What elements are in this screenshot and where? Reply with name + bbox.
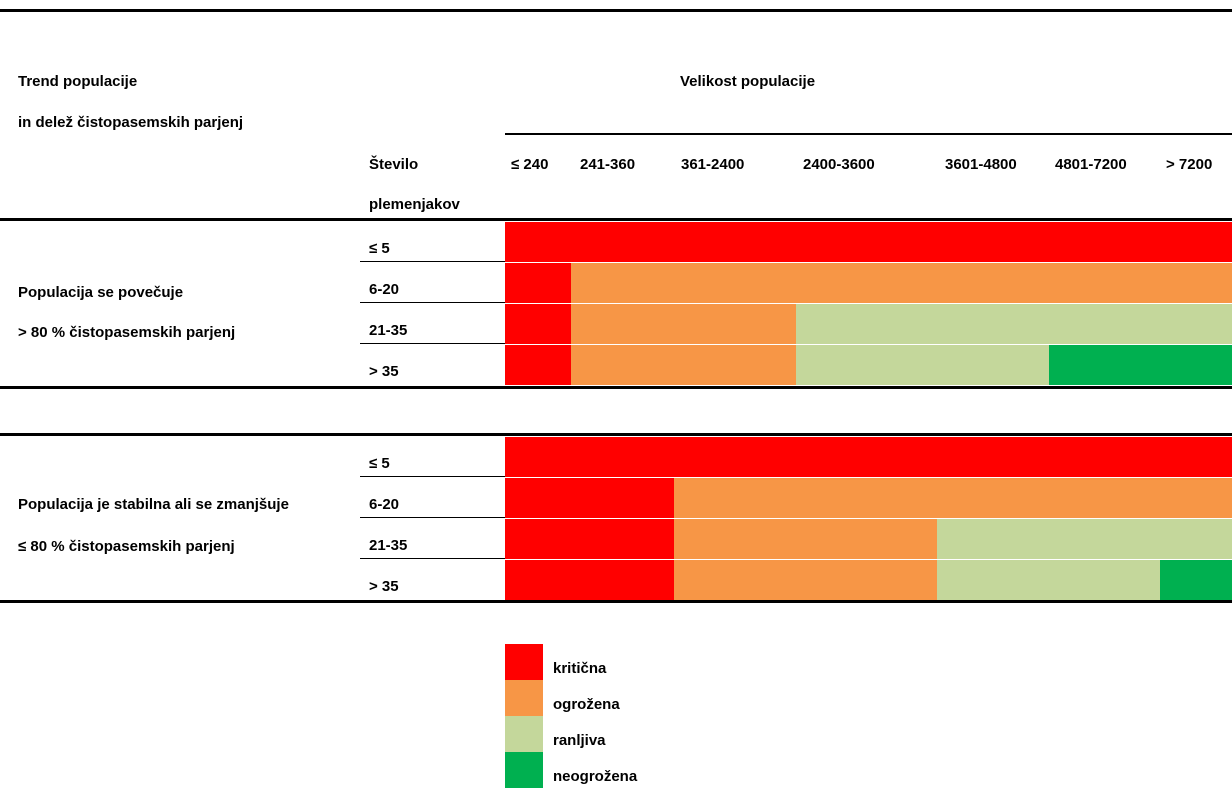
legend-swatch-kriticna xyxy=(505,644,543,680)
top-border xyxy=(0,9,1232,12)
row-divider xyxy=(360,261,505,262)
block2-top-rule xyxy=(0,433,1232,436)
row-divider xyxy=(360,558,505,559)
size-column-header: ≤ 240 xyxy=(511,156,549,173)
size-column-header: 241-360 xyxy=(580,156,636,173)
breeders-label: 6-20 xyxy=(369,281,400,298)
size-header-underline xyxy=(505,133,1232,135)
status-cell-ranljiva xyxy=(796,304,1232,344)
status-cell-kriticna xyxy=(505,519,674,559)
status-cell-kriticna xyxy=(505,345,571,385)
row-divider xyxy=(360,476,505,477)
block2-bottom-rule xyxy=(0,600,1232,603)
breeders-header-line1: Število xyxy=(369,156,419,173)
status-cell-ogrozena xyxy=(571,345,796,385)
breeders-label: 21-35 xyxy=(369,537,408,554)
status-cell-ogrozena xyxy=(674,519,937,559)
size-header: Velikost populacije xyxy=(680,73,816,90)
status-cell-ogrozena xyxy=(571,304,796,344)
status-cell-neogrozena xyxy=(1160,560,1232,600)
status-cell-ranljiva xyxy=(796,345,1049,385)
status-cell-ogrozena xyxy=(571,263,1232,303)
trend-header-line1: Trend populacije xyxy=(18,73,138,90)
breeders-header-line2: plemenjakov xyxy=(369,196,460,213)
legend-swatch-neogrozena xyxy=(505,752,543,788)
breeders-label: > 35 xyxy=(369,578,399,595)
row-divider xyxy=(360,343,505,344)
status-cell-kriticna xyxy=(505,222,1232,262)
block1-bottom-rule xyxy=(0,386,1232,389)
status-cell-kriticna xyxy=(505,263,571,303)
status-cell-kriticna xyxy=(505,560,674,600)
status-cell-ranljiva xyxy=(937,519,1232,559)
size-column-header: > 7200 xyxy=(1166,156,1213,173)
block2-label-line2: ≤ 80 % čistopasemskih parjenj xyxy=(18,538,235,555)
trend-header-line2: in delež čistopasemskih parjenj xyxy=(18,114,244,131)
status-cell-neogrozena xyxy=(1049,345,1232,385)
legend-label: ranljiva xyxy=(553,732,606,749)
legend-label: neogrožena xyxy=(553,768,638,785)
size-column-header: 361-2400 xyxy=(681,156,745,173)
legend-swatch-ranljiva xyxy=(505,716,543,752)
header-bottom-rule xyxy=(0,218,1232,221)
status-cell-kriticna xyxy=(505,437,1232,477)
breeders-label: ≤ 5 xyxy=(369,240,390,257)
status-cell-kriticna xyxy=(505,304,571,344)
status-cell-ogrozena xyxy=(674,478,1232,518)
breeders-label: ≤ 5 xyxy=(369,455,390,472)
legend-label: ogrožena xyxy=(553,696,620,713)
breeders-label: > 35 xyxy=(369,363,399,380)
legend-label: kritična xyxy=(553,660,607,677)
status-cell-ogrozena xyxy=(674,560,937,600)
breeders-label: 21-35 xyxy=(369,322,408,339)
block1-label-line2: > 80 % čistopasemskih parjenj xyxy=(18,324,236,341)
status-cell-kriticna xyxy=(505,478,674,518)
size-column-header: 3601-4800 xyxy=(945,156,1017,173)
row-divider xyxy=(360,517,505,518)
block2-label-line1: Populacija je stabilna ali se zmanjšuje xyxy=(18,496,289,513)
breeders-label: 6-20 xyxy=(369,496,400,513)
size-column-header: 4801-7200 xyxy=(1055,156,1127,173)
block1-label-line1: Populacija se povečuje xyxy=(18,284,184,301)
legend-swatch-ogrozena xyxy=(505,680,543,716)
size-column-header: 2400-3600 xyxy=(803,156,875,173)
row-divider xyxy=(360,302,505,303)
status-cell-ranljiva xyxy=(937,560,1160,600)
